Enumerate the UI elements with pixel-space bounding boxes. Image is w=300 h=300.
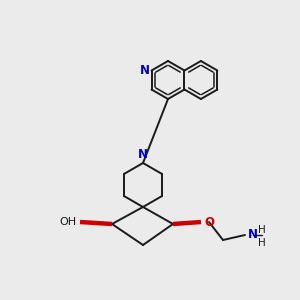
Text: H: H — [258, 238, 266, 248]
Text: O: O — [204, 215, 214, 229]
Text: N: N — [248, 229, 258, 242]
Text: N: N — [140, 64, 149, 77]
Text: N: N — [138, 148, 148, 161]
Text: OH: OH — [59, 217, 76, 227]
Text: H: H — [258, 225, 266, 235]
